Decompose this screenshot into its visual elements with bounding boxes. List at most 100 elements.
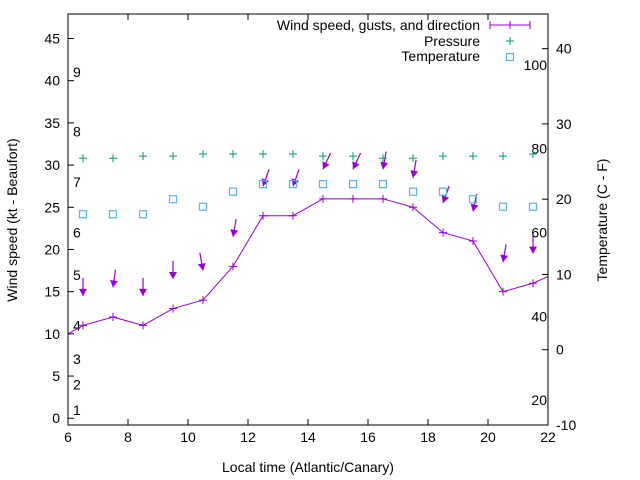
wind-speed-point <box>499 287 507 296</box>
beaufort-label: 1 <box>73 402 81 418</box>
gust-arrow-head <box>110 279 118 288</box>
legend: Wind speed, gusts, and direction Pressur… <box>277 17 531 64</box>
pressure-point <box>139 152 147 161</box>
pressure-point <box>469 152 477 161</box>
beaufort-label: 4 <box>73 317 81 333</box>
y-tick-label: 35 <box>44 115 60 131</box>
wind-speed-point <box>109 312 117 321</box>
pressure-point <box>379 154 387 163</box>
legend-temperature-swatch <box>505 52 515 62</box>
wind-speed-point <box>439 228 447 237</box>
pressure-point <box>409 154 417 163</box>
wind-speed-point <box>169 304 177 313</box>
fahrenheit-label: 100 <box>524 57 548 73</box>
beaufort-label: 9 <box>73 64 81 80</box>
temperature-point <box>498 202 508 211</box>
pressure-point <box>259 150 267 159</box>
y2-tick-label: -10 <box>556 417 576 433</box>
wind-speed-point <box>139 321 147 330</box>
fahrenheit-label: 40 <box>531 309 547 325</box>
beaufort-label: 5 <box>73 267 81 283</box>
gust-arrow-head <box>470 203 479 212</box>
gust-arrow-head <box>500 254 509 263</box>
x-tick-label: 12 <box>240 429 256 445</box>
y-tick-label: 0 <box>52 410 60 426</box>
y2-axis-label: Temperature (C - F) <box>594 159 610 282</box>
gust-arrow-head <box>139 288 147 296</box>
beaufort-label: 7 <box>73 174 81 190</box>
y-tick-label: 40 <box>44 73 60 89</box>
y2-tick-label: 0 <box>556 342 564 358</box>
y-tick-label: 25 <box>44 199 60 215</box>
pressure-point <box>229 150 237 159</box>
y-tick-label: 45 <box>44 30 60 46</box>
fahrenheit-label: 60 <box>531 224 547 240</box>
gust-direction-arrow <box>169 260 177 279</box>
beaufort-label: 2 <box>73 376 81 392</box>
gust-arrow-head <box>352 161 360 170</box>
beaufort-label: 6 <box>73 225 81 241</box>
wind-speed-point <box>79 321 87 330</box>
wind-speed-point <box>529 279 537 288</box>
x-axis-label: Local time (Atlantic/Canary) <box>222 459 394 475</box>
wind-speed-point <box>349 194 357 203</box>
wind-speed-point <box>199 296 207 305</box>
beaufort-label: 8 <box>73 123 81 139</box>
pressure-point <box>109 154 117 163</box>
temperature-point <box>468 195 478 204</box>
temperature-point <box>138 210 148 219</box>
gust-direction-arrow <box>352 152 362 170</box>
wind-speed-point <box>259 211 267 220</box>
y2-tick-label: 30 <box>556 116 572 132</box>
wind-speed-point <box>469 237 477 246</box>
temperature-point <box>288 180 298 189</box>
gust-arrow-head <box>380 161 389 170</box>
pressure-point <box>349 152 357 161</box>
temperature-point <box>78 210 88 219</box>
temperature-point <box>228 187 238 196</box>
wind-speed-point <box>379 194 387 203</box>
gust-direction-arrow <box>139 277 147 296</box>
fahrenheit-label: 20 <box>531 392 547 408</box>
x-tick-label: 14 <box>300 429 316 445</box>
gust-direction-arrow <box>410 159 419 178</box>
wind-speed-point <box>319 194 327 203</box>
gust-arrow-head <box>322 161 330 170</box>
pressure-point <box>499 152 507 161</box>
pressure-point <box>319 152 327 161</box>
gust-direction-arrow <box>500 244 509 263</box>
legend-temperature: Temperature <box>401 48 480 64</box>
gust-arrow-head <box>79 288 87 296</box>
gust-arrow-head <box>169 271 177 279</box>
temperature-point <box>408 187 418 196</box>
pressure-point <box>439 152 447 161</box>
x-tick-label: 18 <box>420 429 436 445</box>
gust-direction-arrow <box>380 151 389 170</box>
pressure-point <box>79 154 87 163</box>
pressure-point <box>529 150 537 159</box>
y-tick-label: 15 <box>44 284 60 300</box>
temperature-point <box>528 202 538 211</box>
temperature-point <box>438 187 448 196</box>
x-tick-label: 6 <box>64 429 72 445</box>
gust-direction-arrow <box>110 269 118 288</box>
temperature-point <box>318 180 328 189</box>
temperature-point <box>108 210 118 219</box>
temperature-point <box>168 195 178 204</box>
gust-direction-arrow <box>197 252 206 271</box>
gust-arrow-head <box>529 246 537 254</box>
x-tick-label: 10 <box>180 429 196 445</box>
wind-speed-point <box>409 203 417 212</box>
legend-wind: Wind speed, gusts, and direction <box>277 17 480 33</box>
gust-direction-arrow <box>322 152 332 170</box>
temperature-point <box>258 180 268 189</box>
legend-wind-point <box>506 21 514 29</box>
temperature-point <box>378 180 388 189</box>
gust-direction-arrow <box>230 218 239 237</box>
gust-arrow-head <box>410 170 419 178</box>
plot-frame <box>67 13 549 426</box>
y2-tick-label: 20 <box>556 191 572 207</box>
gust-arrow-head <box>441 195 450 204</box>
temperature-point <box>198 202 208 211</box>
wind-speed-line <box>67 198 549 335</box>
